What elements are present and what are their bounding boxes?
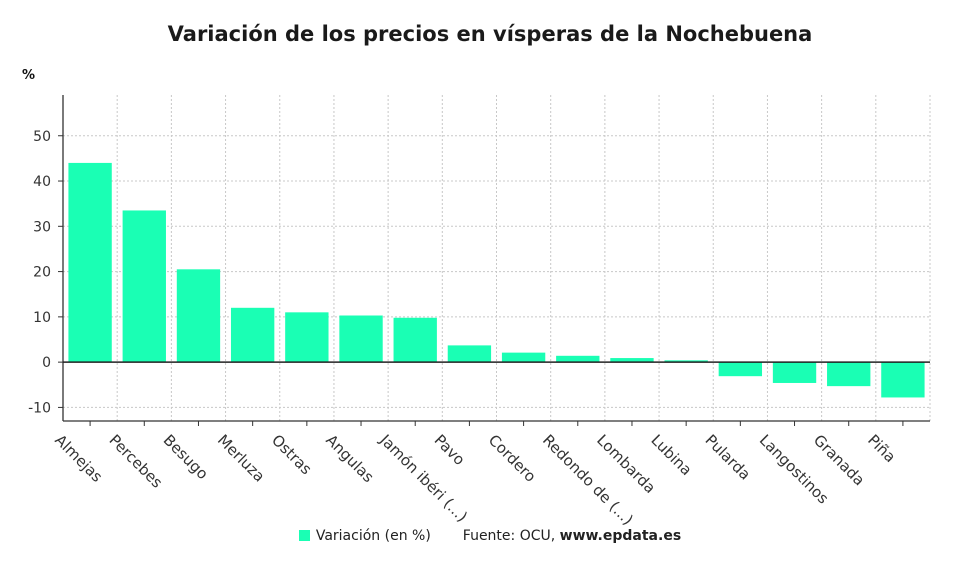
bar [339,315,383,363]
bar [827,362,871,387]
y-tick-label: 0 [42,355,51,371]
bar [176,269,221,363]
x-tick-label: Almejas [51,431,106,486]
y-tick-label: -10 [28,400,51,416]
source-label: Fuente: OCU, [462,528,556,544]
legend-swatch [298,530,310,541]
bar [68,162,112,363]
bar [230,307,275,363]
y-axis-unit-label: % [22,68,36,83]
bar [610,358,654,363]
x-tick-label: Percebes [106,431,167,492]
x-tick-label: Ostras [268,431,315,478]
x-tick-label: Besugo [160,431,212,483]
x-tick-label: Redondo de (...) [539,431,637,529]
y-tick-label: 10 [33,310,51,326]
bar [447,345,492,363]
x-tick-label: Piña [864,431,899,466]
bar [664,360,708,363]
bar [285,312,329,363]
x-tick-label: Pavo [431,431,469,469]
x-tick-label: Merluza [214,431,269,486]
y-tick-label: 30 [33,219,51,235]
bar [393,317,437,363]
bar [556,355,600,363]
bar [881,362,925,398]
x-tick-label: Angulas [322,431,377,486]
x-tick-label: Lubina [647,431,695,479]
chart-title: Variación de los precios en vísperas de … [167,22,813,46]
bar [122,210,166,363]
source-url: www.epdata.es [559,528,682,544]
bar [718,362,763,377]
y-tick-label: 40 [33,174,51,190]
bar [772,362,817,383]
bar [501,352,546,363]
x-tick-label: Pularda [702,431,755,484]
y-tick-label: 20 [33,265,51,281]
legend-series-name: Variación (en %) [315,528,431,544]
legend: Variación (en %) Fuente: OCU, www.epdata.… [0,528,980,544]
x-tick-label: Cordero [485,431,540,486]
y-tick-label: 50 [33,129,51,145]
